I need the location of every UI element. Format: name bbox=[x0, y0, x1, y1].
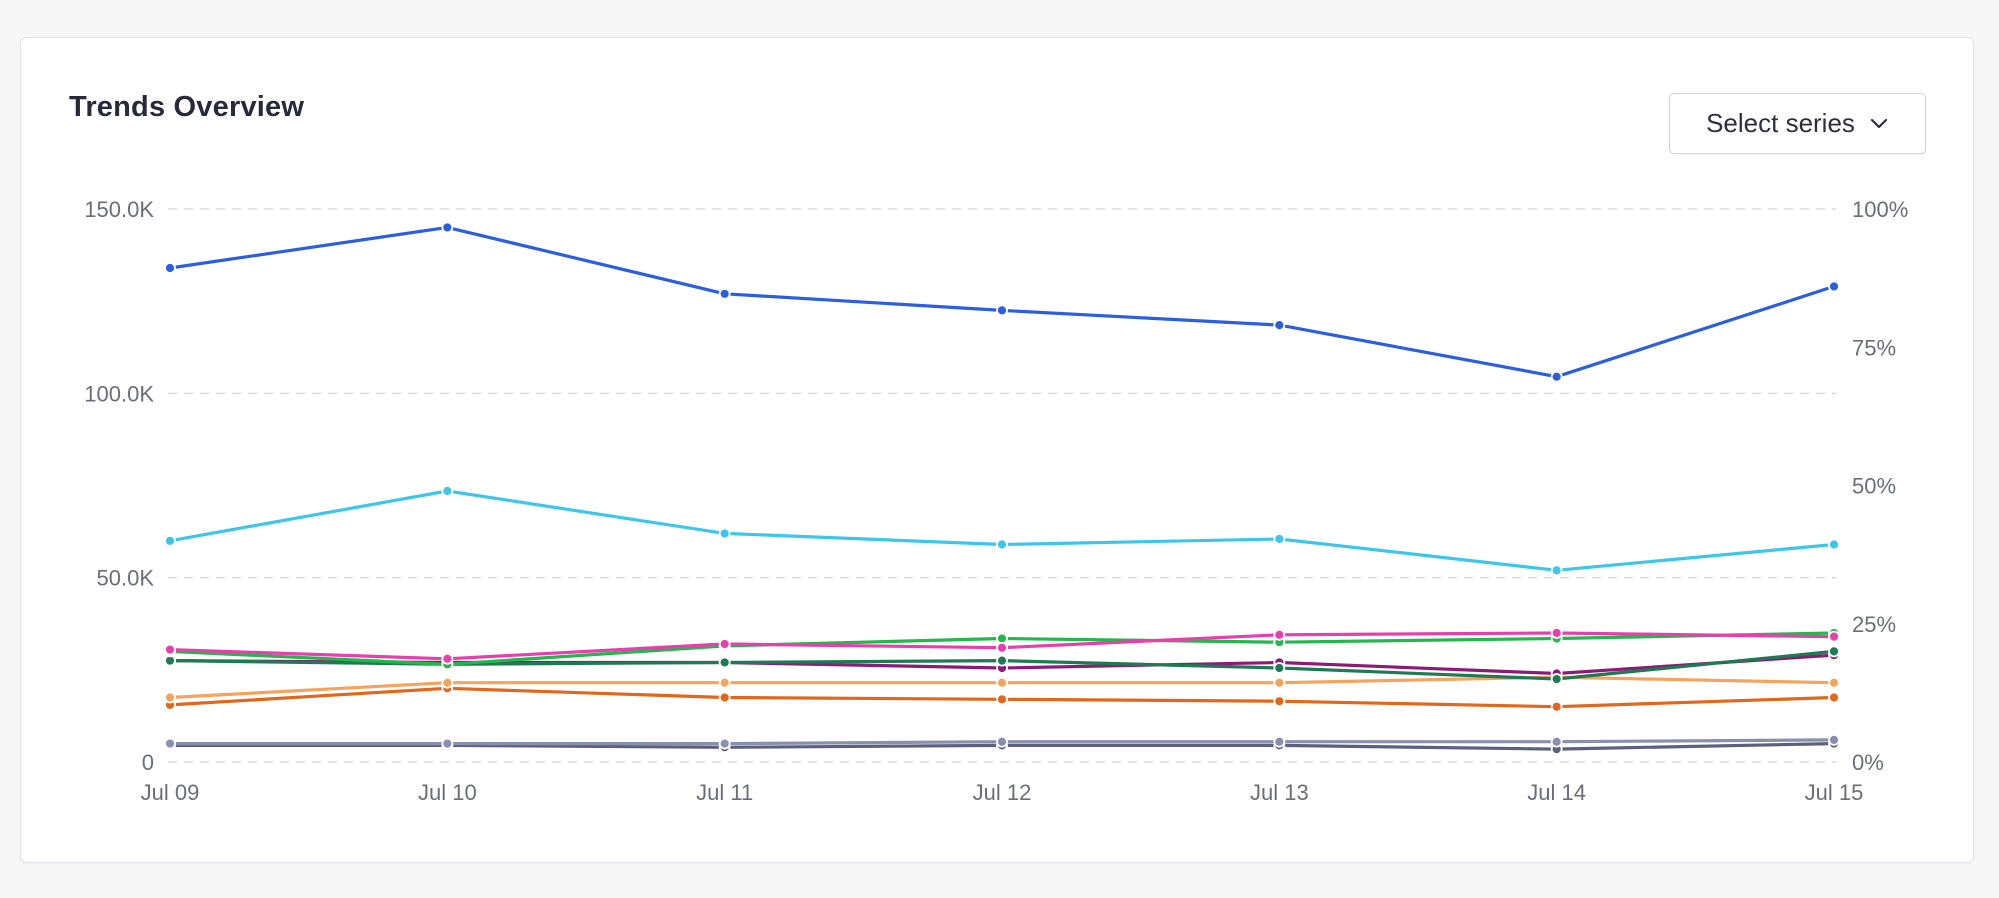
data-point bbox=[164, 534, 176, 547]
select-series-label: Select series bbox=[1706, 108, 1855, 138]
data-point bbox=[1550, 700, 1563, 713]
data-point bbox=[441, 676, 454, 689]
data-point bbox=[1828, 645, 1840, 658]
data-point bbox=[1550, 673, 1563, 685]
data-point bbox=[996, 654, 1008, 667]
data-point bbox=[1273, 662, 1286, 674]
data-point bbox=[1828, 538, 1840, 551]
data-point bbox=[718, 638, 731, 650]
chart-card: Trends Overview Select series bbox=[20, 37, 1974, 863]
chart-title: Trends Overview bbox=[69, 91, 305, 123]
data-point bbox=[1828, 630, 1840, 643]
select-series-button[interactable]: Select series bbox=[1669, 93, 1926, 154]
data-point bbox=[996, 641, 1008, 654]
data-point bbox=[1273, 695, 1286, 708]
data-point bbox=[1273, 319, 1286, 332]
data-point bbox=[718, 656, 731, 669]
y-tick-label: 0 bbox=[142, 750, 154, 775]
data-point bbox=[718, 676, 731, 689]
data-point bbox=[718, 737, 731, 750]
data-point bbox=[1550, 370, 1563, 383]
data-point bbox=[441, 485, 454, 497]
y-tick-label: 100.0K bbox=[84, 381, 154, 406]
x-tick-label: Jul 10 bbox=[418, 780, 477, 805]
data-point bbox=[1550, 564, 1563, 577]
x-tick-label: Jul 11 bbox=[696, 780, 753, 805]
data-point bbox=[164, 691, 176, 704]
data-point bbox=[164, 737, 176, 750]
data-point bbox=[1828, 733, 1840, 746]
data-point bbox=[441, 652, 454, 665]
data-point bbox=[718, 287, 731, 300]
data-point bbox=[164, 643, 176, 656]
y2-tick-label: 0% bbox=[1852, 750, 1884, 775]
data-point bbox=[1828, 280, 1840, 293]
data-point bbox=[441, 221, 454, 234]
y-tick-label: 50.0K bbox=[97, 566, 155, 591]
data-point bbox=[1273, 628, 1286, 641]
y-tick-label: 150.0K bbox=[84, 197, 154, 222]
data-point bbox=[1550, 627, 1563, 639]
data-point bbox=[996, 735, 1008, 748]
data-point bbox=[996, 693, 1008, 706]
data-point bbox=[1828, 691, 1840, 704]
data-point bbox=[996, 676, 1008, 689]
data-point bbox=[1273, 735, 1286, 748]
chevron-down-icon bbox=[1870, 118, 1888, 128]
x-tick-label: Jul 14 bbox=[1527, 780, 1586, 805]
x-tick-label: Jul 12 bbox=[973, 780, 1032, 805]
y2-tick-label: 50% bbox=[1852, 474, 1896, 499]
x-tick-label: Jul 09 bbox=[141, 780, 200, 805]
x-tick-label: Jul 13 bbox=[1250, 780, 1309, 805]
series-line bbox=[168, 225, 1836, 379]
x-tick-label: Jul 15 bbox=[1805, 780, 1864, 805]
data-point bbox=[718, 691, 731, 704]
data-point bbox=[441, 737, 454, 750]
data-point bbox=[996, 538, 1008, 551]
data-point bbox=[996, 304, 1008, 317]
data-point bbox=[718, 527, 731, 540]
series-line bbox=[168, 489, 1836, 572]
y2-tick-label: 75% bbox=[1852, 335, 1896, 360]
data-point bbox=[164, 262, 176, 274]
data-point bbox=[1550, 735, 1563, 748]
data-point bbox=[1273, 676, 1286, 689]
data-point bbox=[1273, 533, 1286, 545]
y2-tick-label: 100% bbox=[1852, 197, 1908, 222]
data-point bbox=[1828, 676, 1840, 689]
y2-tick-label: 25% bbox=[1852, 612, 1896, 637]
